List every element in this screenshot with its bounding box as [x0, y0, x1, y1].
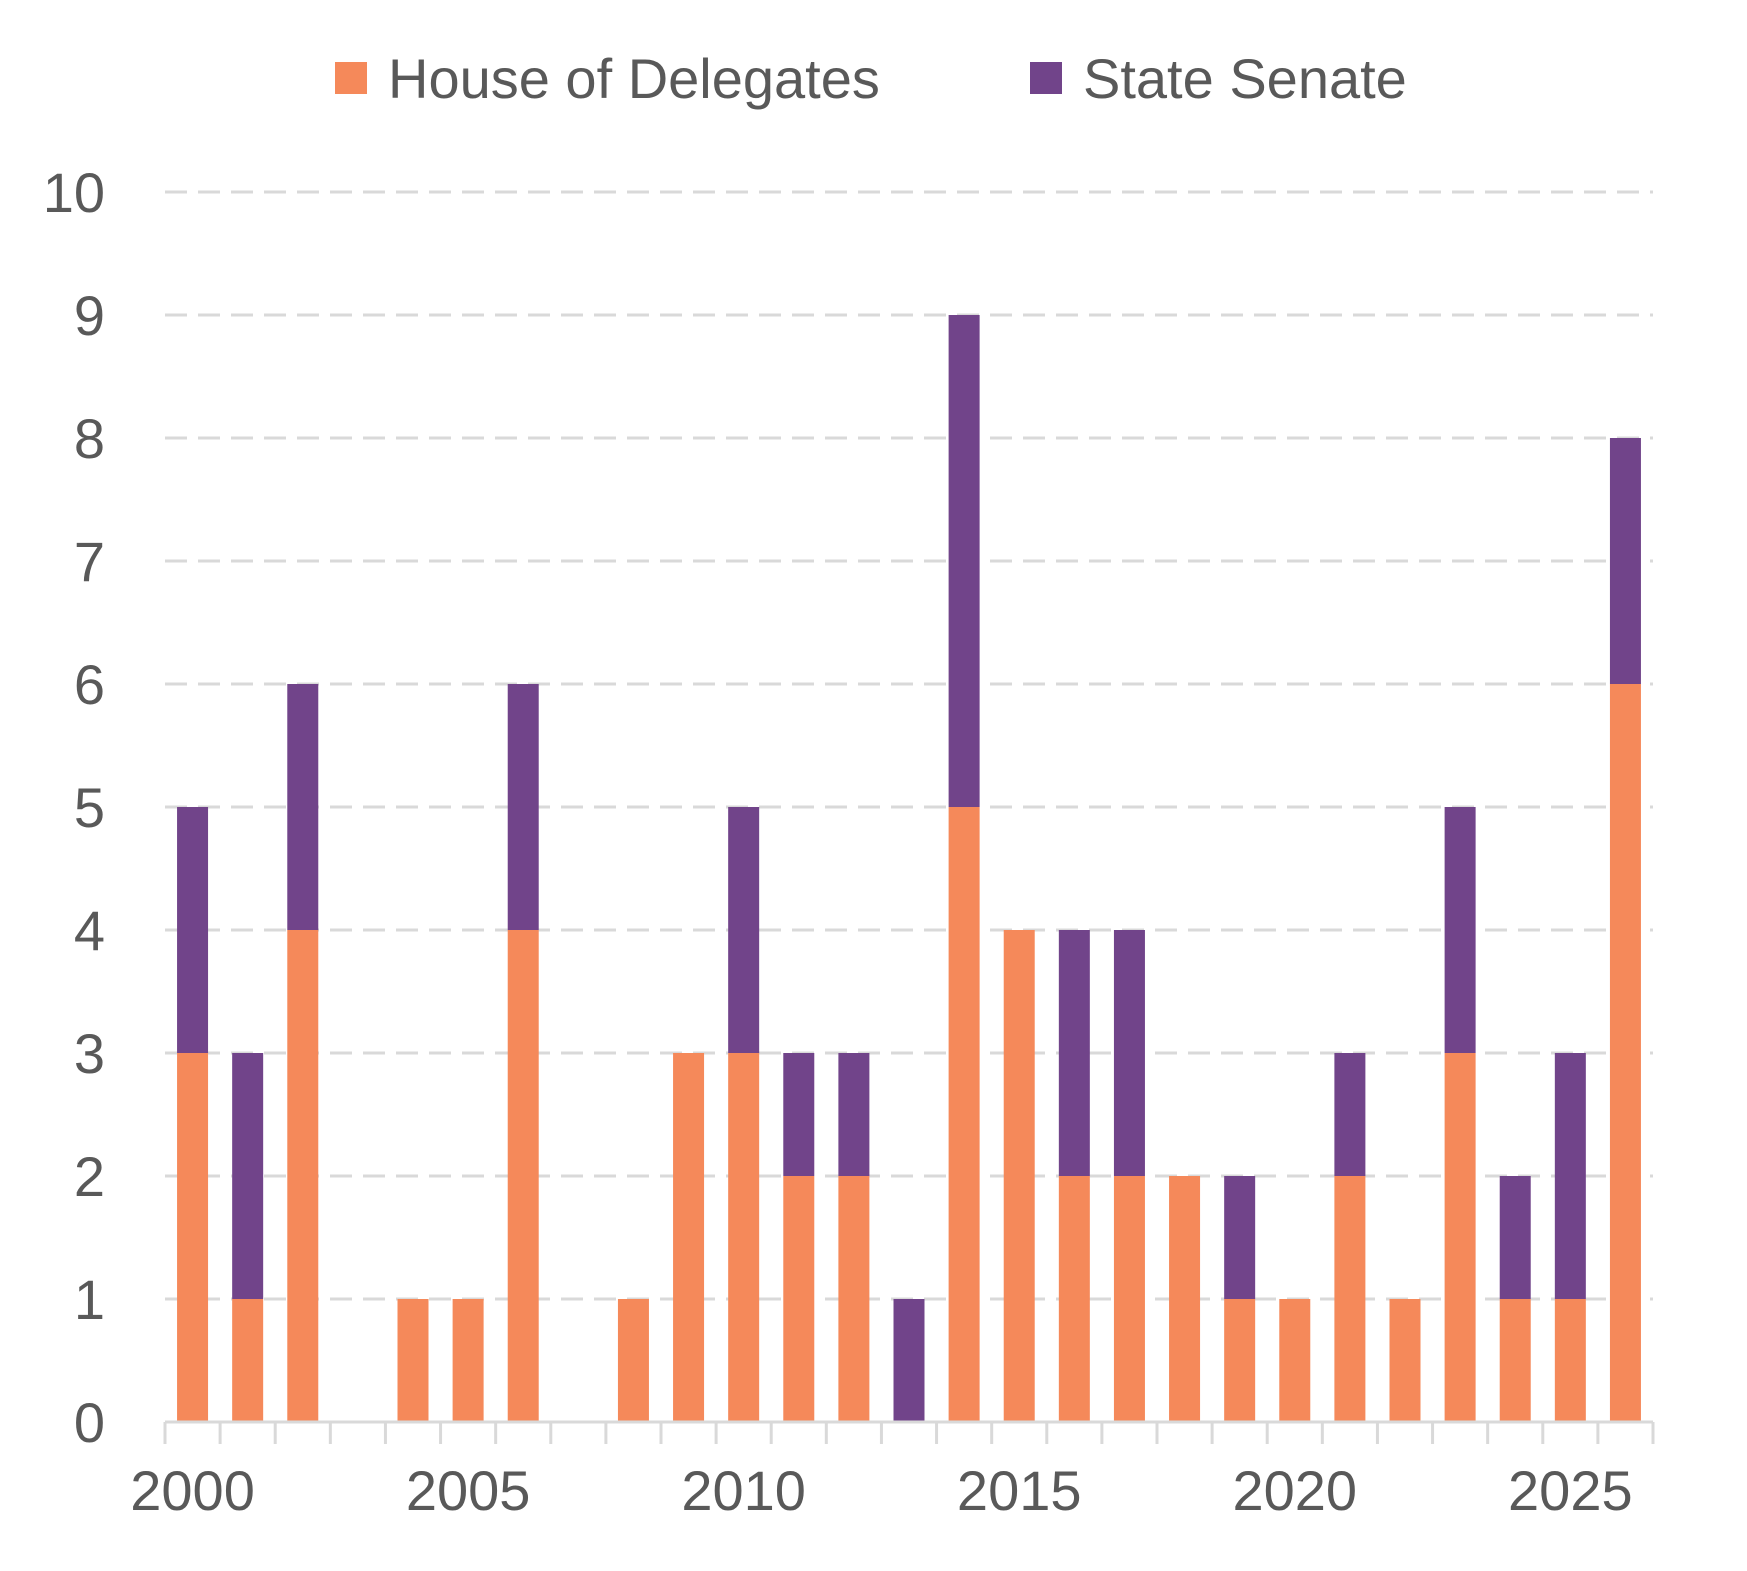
bar-house-2022 [1389, 1299, 1421, 1422]
bar-senate-2023 [1444, 807, 1476, 1053]
y-tick-label: 5 [74, 776, 105, 839]
bar-house-2006 [507, 930, 539, 1422]
y-tick-label: 9 [74, 284, 105, 347]
bar-senate-2011 [783, 1053, 815, 1176]
bar-senate-2012 [838, 1053, 870, 1176]
x-tick-label: 2020 [1232, 1459, 1357, 1522]
bar-house-2016 [1058, 1176, 1090, 1422]
y-tick-label: 3 [74, 1022, 105, 1085]
bar-senate-2001 [232, 1053, 264, 1299]
x-tick-label: 2005 [406, 1459, 531, 1522]
bar-senate-2016 [1058, 930, 1090, 1176]
bar-house-2026 [1609, 684, 1641, 1422]
bar-house-2000 [177, 1053, 209, 1422]
y-tick-label: 0 [74, 1391, 105, 1454]
bar-house-2025 [1554, 1299, 1586, 1422]
bar-senate-2002 [287, 684, 319, 930]
bar-senate-2026 [1609, 438, 1641, 684]
bar-house-2017 [1113, 1176, 1145, 1422]
legend-swatch-house [335, 62, 367, 94]
bar-senate-2006 [507, 684, 539, 930]
bar-house-2018 [1169, 1176, 1201, 1422]
y-tick-label: 1 [74, 1268, 105, 1331]
bar-house-2020 [1279, 1299, 1311, 1422]
x-tick-label: 2010 [681, 1459, 806, 1522]
bar-senate-2013 [893, 1299, 925, 1422]
gridlines [165, 190, 1653, 1301]
bar-house-2012 [838, 1176, 870, 1422]
bar-senate-2021 [1334, 1053, 1366, 1176]
x-tick-label: 2025 [1508, 1459, 1633, 1522]
y-tick-label: 6 [74, 653, 105, 716]
x-tick-label: 2000 [130, 1459, 255, 1522]
bar-house-2015 [1003, 930, 1035, 1422]
bar-house-2019 [1224, 1299, 1256, 1422]
bar-house-2002 [287, 930, 319, 1422]
y-tick-label: 7 [74, 530, 105, 593]
legend: House of Delegates State Senate [335, 47, 1407, 110]
x-tick-label: 2015 [957, 1459, 1082, 1522]
bar-house-2023 [1444, 1053, 1476, 1422]
bar-senate-2025 [1554, 1053, 1586, 1299]
legend-label-house: House of Delegates [388, 47, 880, 110]
bar-house-2009 [673, 1053, 705, 1422]
bar-house-2014 [948, 807, 980, 1422]
bar-house-2024 [1499, 1299, 1531, 1422]
bar-senate-2019 [1224, 1176, 1256, 1299]
bars [177, 315, 1641, 1422]
bar-house-2011 [783, 1176, 815, 1422]
bar-house-2008 [617, 1299, 649, 1422]
y-axis-ticks: 0 1 2 3 4 5 6 7 8 9 10 [43, 161, 105, 1454]
y-tick-label: 2 [74, 1145, 105, 1208]
bar-house-2005 [452, 1299, 484, 1422]
bar-house-2001 [232, 1299, 264, 1422]
bar-house-2004 [397, 1299, 429, 1422]
legend-swatch-senate [1030, 62, 1062, 94]
bar-senate-2017 [1113, 930, 1145, 1176]
bar-house-2021 [1334, 1176, 1366, 1422]
bar-house-2010 [728, 1053, 760, 1422]
y-tick-label: 10 [43, 161, 105, 224]
y-tick-label: 8 [74, 407, 105, 470]
legend-label-senate: State Senate [1083, 47, 1407, 110]
y-tick-label: 4 [74, 899, 105, 962]
x-axis: 2000 2005 2010 2015 2020 2025 [130, 1420, 1655, 1522]
bar-senate-2014 [948, 315, 980, 807]
bar-senate-2000 [177, 807, 209, 1053]
bar-senate-2024 [1499, 1176, 1531, 1299]
bar-senate-2010 [728, 807, 760, 1053]
